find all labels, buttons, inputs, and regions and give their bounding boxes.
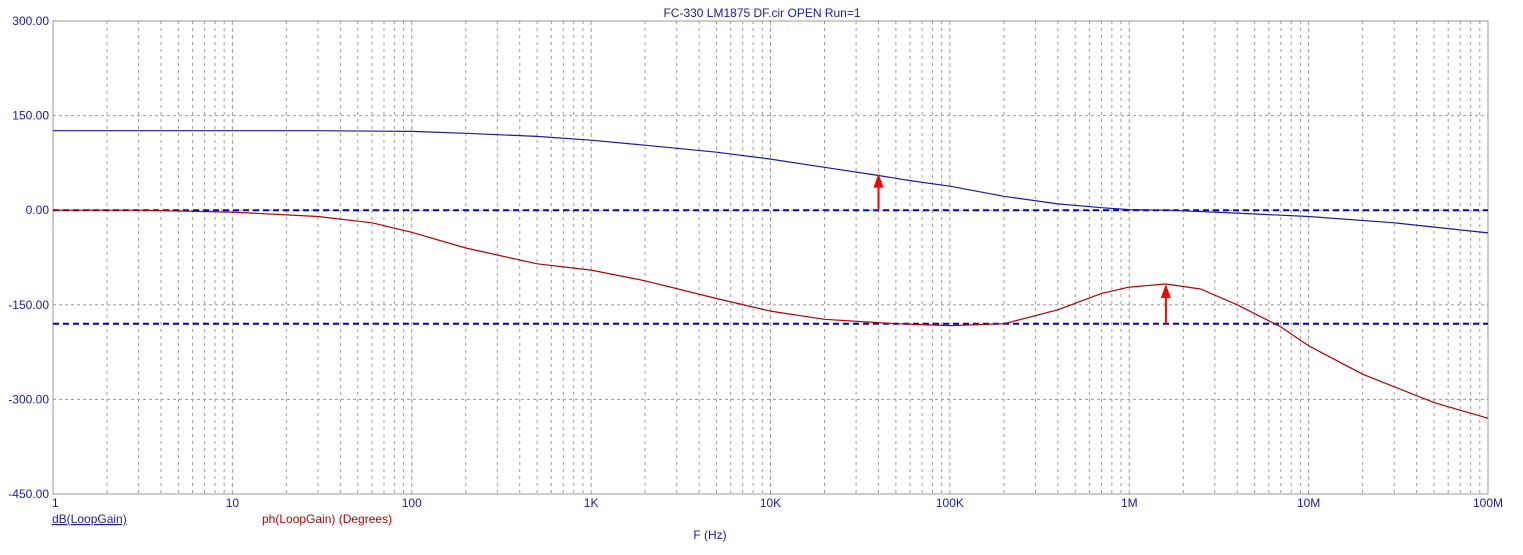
marker-arrow-head [1160,283,1171,298]
y-tick-label: 0.00 [26,203,50,217]
x-tick-label: 100 [402,496,422,510]
x-tick-label: 1M [1121,496,1138,510]
chart-title: FC-330 LM1875 DF.cir OPEN Run=1 [663,6,860,20]
y-tick-label: -450.00 [8,487,49,501]
x-tick-label: 100M [1473,496,1503,510]
legend-magnitude: dB(LoopGain) [52,512,127,526]
x-axis-label: F (Hz) [693,528,726,542]
x-tick-label: 10K [760,496,781,510]
x-tick-label: 10M [1297,496,1320,510]
y-tick-label: -300.00 [8,392,49,406]
grid [52,20,1489,495]
x-tick-label: 10 [226,496,240,510]
marker-arrow-head [873,173,884,188]
x-tick-label: 100K [936,496,964,510]
y-tick-label: 150.00 [12,109,49,123]
x-tick-label: 1K [584,496,599,510]
measurement-markers [873,173,1171,324]
legend-phase: ph(LoopGain) (Degrees) [262,512,392,526]
y-tick-label: -150.00 [8,298,49,312]
series-line-phase [53,209,1489,419]
reference-lines [53,209,1488,325]
y-axis-ticks: 300.00 150.00 0.00 -150.00 -300.00 -450.00 [8,14,49,501]
y-tick-label: 300.00 [12,14,49,28]
x-tick-label: 1 [52,496,59,510]
plot-frame [52,20,1489,495]
x-axis-ticks: 1 10 100 1K 10K 100K 1M 10M 100M [52,496,1503,510]
